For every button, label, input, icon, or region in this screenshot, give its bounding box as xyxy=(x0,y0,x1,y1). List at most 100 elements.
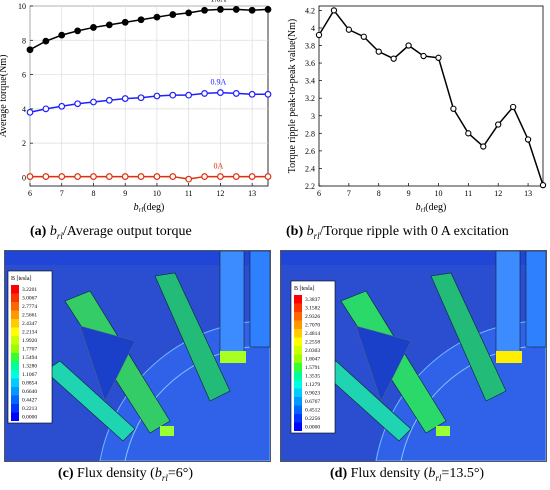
data-point xyxy=(74,27,81,35)
legend-value: 1.5791 xyxy=(305,365,320,371)
legend-value: 1.8047 xyxy=(305,357,320,363)
x-tick-label: 10 xyxy=(153,189,161,198)
data-point xyxy=(315,31,323,39)
caption-d-var: b xyxy=(428,466,436,481)
saturation-spot xyxy=(436,426,450,436)
series-line-0A xyxy=(30,175,268,180)
caption-c-var: b xyxy=(154,466,162,481)
data-point xyxy=(169,173,177,180)
legend-value: 3.3837 xyxy=(305,297,320,303)
stator-tooth xyxy=(219,251,245,362)
legend-swatch xyxy=(294,397,302,406)
legend-value: 0.9023 xyxy=(305,391,320,397)
legend-swatch xyxy=(11,361,19,370)
series-label: 0.9A xyxy=(211,78,227,87)
saturation-spot xyxy=(160,426,174,436)
x-tick-label: 8 xyxy=(91,189,95,198)
data-point xyxy=(90,24,97,31)
data-point xyxy=(216,6,224,13)
legend-value: 1.5494 xyxy=(22,355,37,361)
data-point xyxy=(26,108,34,116)
data-point xyxy=(153,173,161,180)
data-point xyxy=(232,90,240,97)
data-point xyxy=(121,18,129,26)
data-point xyxy=(232,173,240,180)
legend-title: B [tesla] xyxy=(11,276,32,282)
y-tick-label: 3.8 xyxy=(305,42,315,51)
y-axis-label: Average torque(Nm) xyxy=(0,55,9,138)
data-point xyxy=(26,173,34,180)
stator-tooth xyxy=(525,251,546,348)
data-point xyxy=(216,173,224,180)
legend-swatch xyxy=(11,344,19,353)
caption-b: (b) brl/Torque ripple with 0 A excitatio… xyxy=(286,224,509,241)
series-label: 1.8A xyxy=(211,0,227,3)
flux-bar xyxy=(154,272,231,402)
caption-d: (d) Flux density (brl=13.5°) xyxy=(330,466,484,483)
legend-swatch xyxy=(11,285,19,294)
caption-d-sub: rl xyxy=(435,472,442,483)
x-tick-label: 12 xyxy=(216,189,224,198)
y-tick-label: 2.8 xyxy=(305,129,315,138)
legend-value: 1.3535 xyxy=(305,374,320,380)
data-point xyxy=(26,46,34,54)
flux-density-image-c: B [tesla] 3.2201 3.0067 2.7774 2.5661 2.4347 2… xyxy=(4,250,271,462)
stator-yoke xyxy=(5,251,270,265)
legend-swatch xyxy=(294,303,302,312)
series-line-1.8A xyxy=(29,8,269,51)
legend-swatch xyxy=(11,293,19,302)
data-point xyxy=(137,94,145,102)
legend-title: B [tesla] xyxy=(294,286,315,292)
data-point xyxy=(264,173,272,180)
caption-a-sub: rl xyxy=(56,230,63,241)
legend-value: 1.1279 xyxy=(305,382,320,388)
y-tick-label: 8 xyxy=(22,36,26,45)
slot xyxy=(355,325,412,402)
legend-value: 2.4347 xyxy=(22,321,37,327)
data-point xyxy=(435,54,442,61)
data-point xyxy=(345,26,353,33)
legend-swatch xyxy=(294,312,302,321)
legend-swatch xyxy=(11,412,19,421)
legend-value: 2.7070 xyxy=(305,323,320,329)
y-tick-label: 3.6 xyxy=(305,59,315,68)
data-point xyxy=(450,105,457,112)
caption-a-label: (a) xyxy=(30,224,47,239)
legend-value: 0.6767 xyxy=(305,399,320,405)
data-point xyxy=(153,92,161,100)
saturation-spot xyxy=(496,351,522,363)
y-tick-label: 4 xyxy=(311,24,315,33)
y-tick-label: 0 xyxy=(22,173,26,182)
data-point xyxy=(153,13,161,21)
caption-a: (a) brl/Average output torque xyxy=(30,224,192,241)
data-point xyxy=(58,31,66,39)
data-point xyxy=(465,130,472,137)
y-tick-label: 4 xyxy=(22,105,26,114)
data-point xyxy=(360,33,367,40)
legend-value: 0.0000 xyxy=(22,415,37,421)
caption-c-label: (c) xyxy=(58,466,74,481)
data-point xyxy=(524,136,532,143)
data-point xyxy=(201,90,208,97)
y-axis-label: Torque ripple peak-to-peak value(Nm) xyxy=(287,19,298,174)
stator-tooth xyxy=(249,251,270,348)
y-tick-label: 6 xyxy=(22,71,26,80)
caption-a-text: /Average output torque xyxy=(62,224,192,239)
legend-value: 2.2134 xyxy=(22,330,37,336)
data-point xyxy=(185,175,193,183)
series-label: 0A xyxy=(214,162,224,171)
data-point xyxy=(248,90,256,98)
data-point xyxy=(264,6,272,13)
data-point xyxy=(264,90,272,98)
data-point xyxy=(248,6,256,14)
legend-value: 0.6640 xyxy=(22,389,37,395)
data-point xyxy=(137,173,145,180)
legend-swatch xyxy=(11,336,19,345)
y-tick-label: 2.4 xyxy=(305,164,315,173)
stator-yoke xyxy=(281,251,546,265)
legend-value: 0.0000 xyxy=(305,425,320,431)
flux-map-c: B [tesla] 3.2201 3.0067 2.7774 2.5661 2.4347 2… xyxy=(5,251,270,461)
x-tick-label: 10 xyxy=(434,189,442,198)
legend-swatch xyxy=(294,320,302,329)
data-point xyxy=(185,9,193,17)
